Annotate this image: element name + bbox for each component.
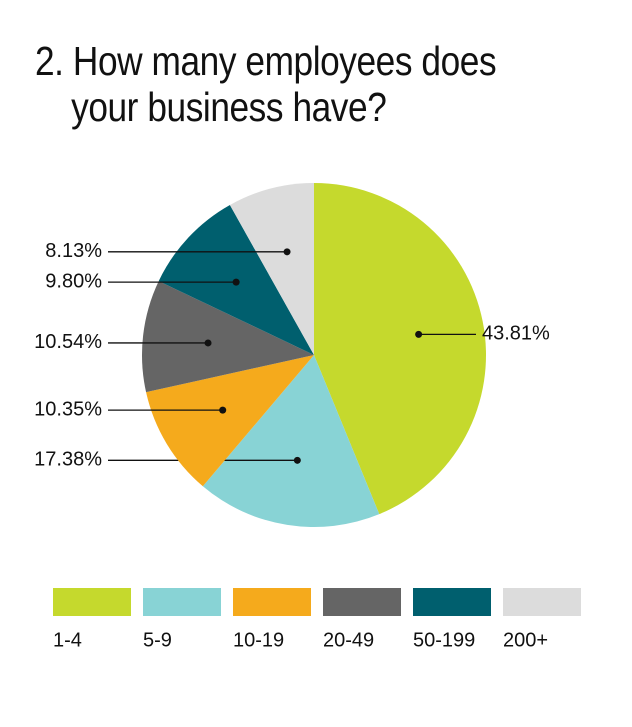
value-label: 43.81% — [482, 323, 550, 345]
legend-label: 10-19 — [233, 629, 284, 651]
leader-dot — [219, 406, 227, 414]
value-label: 10.54% — [34, 331, 102, 353]
legend-label: 20-49 — [323, 629, 374, 651]
value-label: 8.13% — [45, 240, 102, 262]
legend-label: 50-199 — [413, 629, 475, 651]
leader-dot — [232, 278, 240, 286]
legend-swatch — [233, 588, 311, 616]
legend-swatch — [143, 588, 221, 616]
leader-dot — [283, 248, 291, 256]
pie-slice — [202, 355, 380, 527]
value-label: 9.80% — [45, 270, 102, 292]
leader-dot — [204, 339, 212, 347]
pie-slice — [141, 281, 314, 393]
legend-swatch — [53, 588, 131, 616]
pie-slice — [146, 355, 314, 487]
legend-label: 5-9 — [143, 629, 172, 651]
leader-dot — [293, 456, 301, 464]
value-label: 17.38% — [34, 449, 102, 471]
pie-slice — [229, 183, 314, 355]
pie-slice — [314, 183, 487, 515]
value-label: 10.35% — [34, 398, 102, 420]
legend-swatch — [503, 588, 581, 616]
legend-label: 200+ — [503, 629, 548, 651]
legend-swatch — [323, 588, 401, 616]
leader-dot — [415, 330, 423, 338]
legend-swatch — [413, 588, 491, 616]
legend-label: 1-4 — [53, 629, 82, 651]
chart-title: 2. How many employees does your business… — [35, 38, 497, 130]
